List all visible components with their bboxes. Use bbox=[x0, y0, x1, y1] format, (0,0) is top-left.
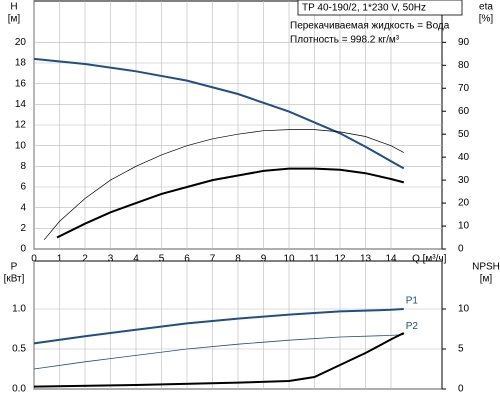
x-tick-label: 13 bbox=[360, 254, 372, 265]
x-tick-label: 6 bbox=[184, 254, 190, 265]
series-label: P2 bbox=[406, 321, 419, 332]
x-tick-label: 12 bbox=[334, 254, 346, 265]
y-tick-label: 10 bbox=[15, 140, 27, 151]
y2-tick-label: 50 bbox=[458, 129, 470, 140]
y-tick-label: 0.5 bbox=[12, 344, 26, 355]
y-tick-label: 0.0 bbox=[12, 384, 26, 395]
y2-tick-label: 5 bbox=[458, 344, 464, 355]
y-tick-label: 6 bbox=[20, 182, 26, 193]
y2-label: eta bbox=[479, 2, 493, 13]
y2-tick-label: 0 bbox=[458, 384, 464, 395]
y2-unit: [м] bbox=[480, 274, 493, 285]
x-tick-label: 8 bbox=[235, 254, 241, 265]
x-tick-label: 5 bbox=[159, 254, 165, 265]
y2-unit: [%] bbox=[479, 14, 494, 25]
x-tick-label: 2 bbox=[82, 254, 88, 265]
y-tick-label: 4 bbox=[20, 202, 26, 213]
x-tick-label: 7 bbox=[210, 254, 216, 265]
series-line bbox=[33, 334, 404, 370]
x-tick-label: 10 bbox=[283, 254, 295, 265]
annotation: Плотность = 998.2 кг/м³ bbox=[290, 35, 400, 46]
y-unit: [кВт] bbox=[4, 274, 25, 285]
y-tick-label: 2 bbox=[20, 223, 26, 234]
y2-label: NPSH bbox=[472, 262, 500, 273]
y-tick-label: 18 bbox=[15, 58, 27, 69]
y2-tick-label: 90 bbox=[458, 37, 470, 48]
x-tick-label: 0 bbox=[31, 254, 37, 265]
y-tick-label: 1.0 bbox=[12, 304, 26, 315]
series-line bbox=[33, 57, 405, 170]
y2-tick-label: 80 bbox=[458, 60, 470, 71]
x-tick-label: 11 bbox=[309, 254, 320, 265]
y-unit: [м] bbox=[8, 14, 21, 25]
x-tick-label: 1 bbox=[57, 254, 63, 265]
x-tick-label: 14 bbox=[385, 254, 397, 265]
y2-tick-label: 10 bbox=[458, 221, 470, 232]
series-label: P1 bbox=[406, 296, 419, 307]
y-tick-label: 14 bbox=[15, 99, 27, 110]
y2-tick-label: 70 bbox=[458, 83, 470, 94]
y2-tick-label: 30 bbox=[458, 175, 470, 186]
x-tick-label: 4 bbox=[133, 254, 139, 265]
x-tick-label: 9 bbox=[261, 254, 267, 265]
y-tick-label: 12 bbox=[15, 120, 27, 131]
y-tick-label: 8 bbox=[20, 161, 26, 172]
series-line bbox=[56, 167, 405, 239]
y-tick-label: 0 bbox=[20, 244, 26, 255]
x-tick-label: 3 bbox=[108, 254, 114, 265]
y-label: H bbox=[10, 2, 17, 13]
series-line bbox=[33, 332, 405, 388]
y2-tick-label: 10 bbox=[458, 304, 470, 315]
series-line bbox=[43, 129, 404, 241]
y-tick-label: 16 bbox=[15, 78, 27, 89]
title-box bbox=[297, 0, 463, 16]
chart-title: TP 40-190/2, 1*230 V, 50Hz bbox=[302, 3, 426, 14]
series-line bbox=[33, 308, 404, 345]
y-tick-label: 20 bbox=[15, 37, 27, 48]
y2-tick-label: 40 bbox=[458, 152, 470, 163]
y2-tick-label: 0 bbox=[458, 244, 464, 255]
x-label: Q [м³/ч] bbox=[412, 254, 447, 265]
y2-tick-label: 20 bbox=[458, 198, 470, 209]
y2-tick-label: 60 bbox=[458, 106, 470, 117]
annotation: Перекачиваемая жидкость = Вода bbox=[290, 21, 450, 32]
y-label: P bbox=[11, 262, 18, 273]
